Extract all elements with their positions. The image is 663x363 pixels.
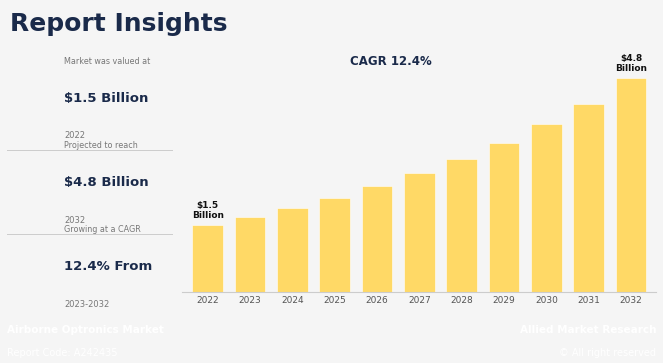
Text: 2022: 2022 bbox=[64, 131, 86, 140]
Bar bbox=[235, 217, 265, 292]
Text: Report Insights: Report Insights bbox=[10, 12, 227, 36]
Bar bbox=[404, 173, 434, 292]
Text: $1.5 Billion: $1.5 Billion bbox=[64, 92, 149, 105]
Text: Report Code: A242435: Report Code: A242435 bbox=[7, 348, 117, 358]
Text: $1.5
Billion: $1.5 Billion bbox=[192, 201, 223, 220]
Text: Market was valued at: Market was valued at bbox=[64, 57, 151, 66]
Bar bbox=[489, 143, 519, 292]
Text: Projected to reach: Projected to reach bbox=[64, 141, 138, 150]
Bar bbox=[320, 198, 350, 292]
Text: $4.8 Billion: $4.8 Billion bbox=[64, 176, 149, 189]
Text: Growing at a CAGR: Growing at a CAGR bbox=[64, 225, 141, 234]
Text: Allied Market Research: Allied Market Research bbox=[520, 325, 656, 335]
Bar bbox=[362, 186, 392, 292]
Bar bbox=[277, 208, 308, 292]
Text: $4.8
Billion: $4.8 Billion bbox=[615, 54, 647, 73]
Text: 2032: 2032 bbox=[64, 216, 86, 225]
Bar bbox=[616, 78, 646, 292]
Text: 2023-2032: 2023-2032 bbox=[64, 300, 109, 309]
Text: © All right reserved: © All right reserved bbox=[560, 348, 656, 358]
Bar bbox=[573, 104, 604, 292]
Text: CAGR 12.4%: CAGR 12.4% bbox=[350, 54, 432, 68]
Bar bbox=[446, 159, 477, 292]
Text: 12.4% From: 12.4% From bbox=[64, 260, 152, 273]
Bar bbox=[192, 225, 223, 292]
Text: Airborne Optronics Market: Airborne Optronics Market bbox=[7, 325, 164, 335]
Bar bbox=[531, 124, 562, 292]
